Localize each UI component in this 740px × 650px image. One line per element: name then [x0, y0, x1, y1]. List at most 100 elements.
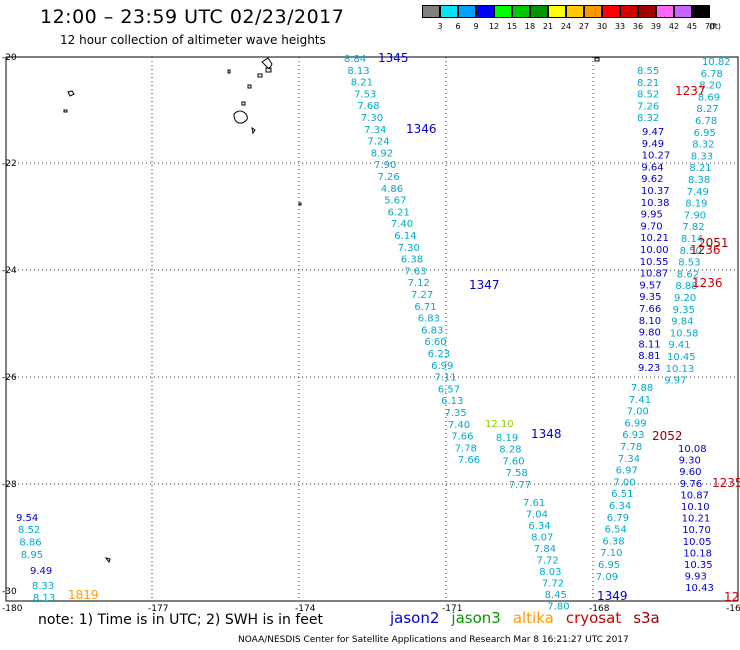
wave-height-value: 10.82 — [702, 57, 731, 68]
island-shape — [257, 73, 263, 78]
wave-height-value: 10.27 — [642, 151, 671, 162]
wave-height-value: 6.79 — [607, 513, 629, 524]
legend-swatch — [602, 5, 620, 18]
wave-height-value: 6.21 — [388, 207, 410, 218]
wave-height-value: 6.71 — [414, 302, 436, 313]
wave-height-value: 8.45 — [545, 590, 567, 601]
wave-height-value: 9.23 — [638, 363, 660, 374]
wave-height-value: 9.20 — [674, 293, 696, 304]
legend-swatch — [512, 5, 530, 18]
wave-height-value: 9.64 — [641, 162, 663, 173]
wave-height-value: 10.18 — [683, 548, 712, 559]
wave-height-value: 6.13 — [441, 396, 463, 407]
wave-height-value: 7.90 — [684, 210, 706, 221]
lat-label: -24 — [2, 266, 17, 276]
wave-height-value: 9.49 — [642, 139, 664, 150]
legend-label: 70 — [704, 22, 716, 31]
wave-height-value: 7.58 — [506, 468, 528, 479]
map-title: 12:00 – 23:59 UTC 02/23/2017 — [40, 6, 345, 28]
wave-height-value: 10.10 — [681, 502, 710, 513]
wave-height-value: 10.43 — [685, 583, 714, 594]
wave-height-value: 7.88 — [631, 383, 653, 394]
island-shape — [247, 84, 252, 89]
wave-height-value: 7.72 — [542, 579, 564, 590]
wave-height-value: 9.70 — [640, 221, 662, 232]
wave-height-value: 8.11 — [638, 339, 660, 350]
lat-label: -30 — [2, 587, 17, 597]
wave-height-value: 12.10 — [485, 419, 514, 430]
wave-height-value: 8.53 — [678, 258, 700, 269]
wave-height-value: 6.99 — [431, 361, 453, 372]
wave-height-value: 7.66 — [451, 432, 473, 443]
wave-height-value: 8.52 — [18, 525, 40, 536]
legend-swatch — [458, 5, 476, 18]
island-shape — [241, 101, 246, 106]
pass-time-label: 2051 — [698, 236, 729, 250]
legend-label: 18 — [524, 22, 536, 31]
wave-height-value: 9.57 — [639, 280, 661, 291]
wave-height-value: 10.87 — [640, 269, 669, 280]
wave-height-value: 7.66 — [639, 304, 661, 315]
wave-height-value: 8.19 — [685, 199, 707, 210]
wave-height-value: 8.50 — [680, 246, 702, 257]
wave-height-value: 8.95 — [21, 550, 43, 561]
wave-height-value: 8.38 — [688, 175, 710, 186]
wave-height-value: 9.60 — [679, 467, 701, 478]
wave-height-value: 10.00 — [640, 245, 669, 256]
legend-label: 9 — [473, 22, 479, 31]
pass-time-labels: 1345 1346 1347 1348 1349 1237 1236 1236 1235 12 20… — [68, 51, 740, 604]
wave-height-value: 6.54 — [605, 525, 627, 536]
legend-swatch — [566, 5, 584, 18]
wave-height-value: 7.34 — [618, 454, 640, 465]
island-shape — [594, 57, 600, 62]
lat-label: -20 — [2, 53, 17, 63]
wave-height-value: 8.13 — [33, 593, 55, 604]
wave-height-value: 8.10 — [639, 316, 661, 327]
wave-height-value: 7.60 — [502, 456, 524, 467]
wave-height-value: 7.82 — [682, 222, 704, 233]
wave-height-value: 8.21 — [351, 78, 373, 89]
wave-height-value: 8.55 — [637, 66, 659, 77]
wave-height-value: 8.27 — [696, 104, 718, 115]
wave-height-value: 9.97 — [664, 376, 686, 387]
wave-height-value: 5.67 — [384, 196, 406, 207]
island-shape — [261, 57, 273, 70]
wave-height-value: 7.34 — [364, 125, 386, 136]
pass-time-label: 1349 — [597, 589, 628, 603]
wave-height-value: 7.30 — [398, 243, 420, 254]
wave-height-value: 7.68 — [357, 101, 379, 112]
wave-height-value: 7.53 — [354, 89, 376, 100]
wave-height-value: 6.14 — [394, 231, 416, 242]
wave-height-value: 7.61 — [523, 498, 545, 509]
wave-height-value: 8.33 — [32, 581, 54, 592]
wave-height-value: 10.70 — [682, 525, 711, 536]
legend-label: 27 — [578, 22, 590, 31]
wave-height-value: 9.80 — [639, 328, 661, 339]
wave-height-value: 9.93 — [685, 572, 707, 583]
pass-time-label: 1235 — [712, 476, 740, 490]
wave-height-value: 10.05 — [683, 537, 712, 548]
legend-unit: (ft) — [708, 22, 722, 31]
lon-label: -16 — [726, 604, 740, 614]
wave-height-value: 7.35 — [445, 408, 467, 419]
lat-label: -22 — [2, 159, 17, 169]
wave-height-value: 6.95 — [694, 128, 716, 139]
legend-label: 15 — [506, 22, 518, 31]
wave-height-value: 7.90 — [374, 160, 396, 171]
wave-height-value: 6.57 — [438, 384, 460, 395]
wave-height-value: 6.97 — [616, 466, 638, 477]
pass-time-label: 1346 — [406, 122, 437, 136]
lon-label: -168 — [589, 604, 610, 614]
wave-height-value: 7.26 — [378, 172, 400, 183]
wave-height-value: 6.78 — [701, 69, 723, 80]
wave-height-value: 9.95 — [641, 210, 663, 221]
wave-height-value: 10.21 — [640, 233, 669, 244]
wave-height-value: 6.99 — [624, 418, 646, 429]
satellite-key: jason2 jason3 altika cryosat s3a — [390, 609, 672, 627]
coastline-islands — [63, 57, 600, 564]
wave-height-value: 7.40 — [448, 420, 470, 431]
legend-label: 6 — [455, 22, 461, 31]
wave-height-value: 8.03 — [539, 567, 561, 578]
wave-height-value: 7.78 — [455, 443, 477, 454]
wave-height-value: 8.33 — [691, 151, 713, 162]
